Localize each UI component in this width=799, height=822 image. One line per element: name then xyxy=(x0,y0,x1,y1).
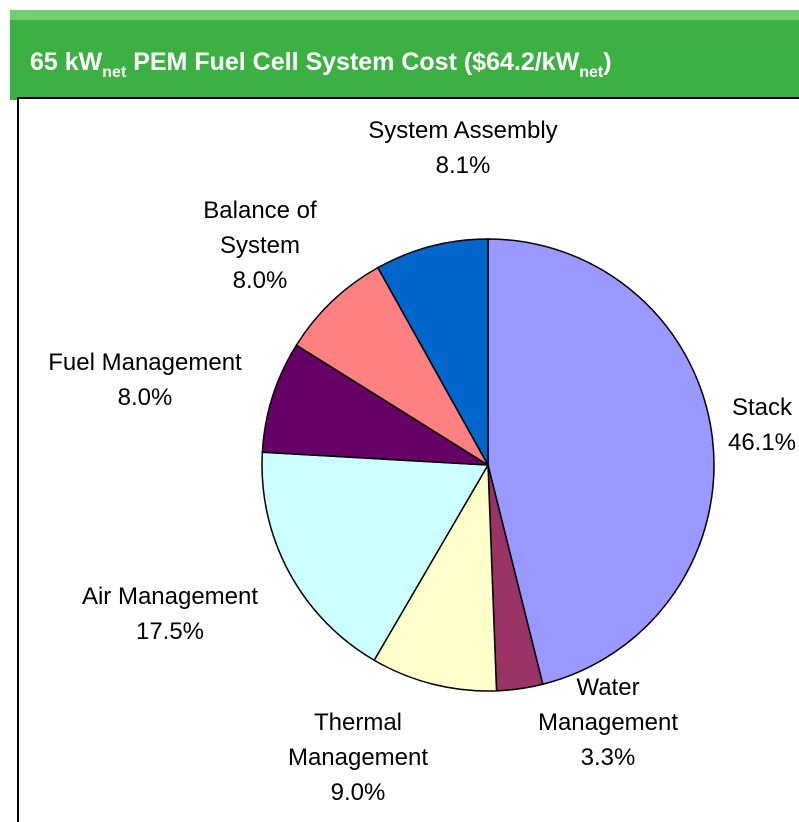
pie-slice xyxy=(487,238,715,686)
label-line: System Assembly xyxy=(368,117,557,144)
title-part: 65 kW xyxy=(30,48,103,76)
chart-title: 65 kWnet PEM Fuel Cell System Cost ($64.… xyxy=(30,48,612,81)
data-label: 3.3% xyxy=(581,744,636,771)
pie-slice xyxy=(373,462,498,692)
data-label: 8.0% xyxy=(118,384,173,411)
slice-label: Fuel Management xyxy=(48,349,242,376)
data-label: 8.0% xyxy=(233,267,288,294)
data-label: 9.0% xyxy=(331,779,386,806)
label-line: Fuel Management xyxy=(48,349,242,376)
title-subscript: net xyxy=(579,64,604,81)
header-highlight xyxy=(10,10,799,20)
label-line: Management xyxy=(538,709,678,736)
pie-slice xyxy=(261,344,489,466)
header-bar xyxy=(10,10,799,100)
data-label: 46.1% xyxy=(728,429,796,456)
label-line: Water xyxy=(576,674,639,701)
label-line: Management xyxy=(288,744,428,771)
slice-label: System Assembly xyxy=(368,117,557,144)
slice-label: Air Management xyxy=(82,583,258,610)
slice-label: Thermal Management xyxy=(288,709,428,771)
title-part: PEM Fuel Cell System Cost ($64.2/kW xyxy=(126,48,579,76)
pie-slice xyxy=(295,266,489,466)
data-label: 17.5% xyxy=(136,618,204,645)
title-part: ) xyxy=(603,48,611,76)
slice-label: Stack xyxy=(732,394,793,421)
label-line: Thermal xyxy=(314,709,402,736)
label-line: Balance of xyxy=(203,197,317,224)
slice-label: Balance of System xyxy=(203,197,317,259)
title-subscript: net xyxy=(102,64,127,81)
pie-slice xyxy=(261,451,490,662)
label-line: System xyxy=(220,232,300,259)
label-line: Stack xyxy=(732,394,793,421)
slice-label: Water Management xyxy=(538,674,678,736)
pie-slice xyxy=(376,238,489,468)
data-label: 8.1% xyxy=(436,152,491,179)
label-line: Air Management xyxy=(82,583,258,610)
